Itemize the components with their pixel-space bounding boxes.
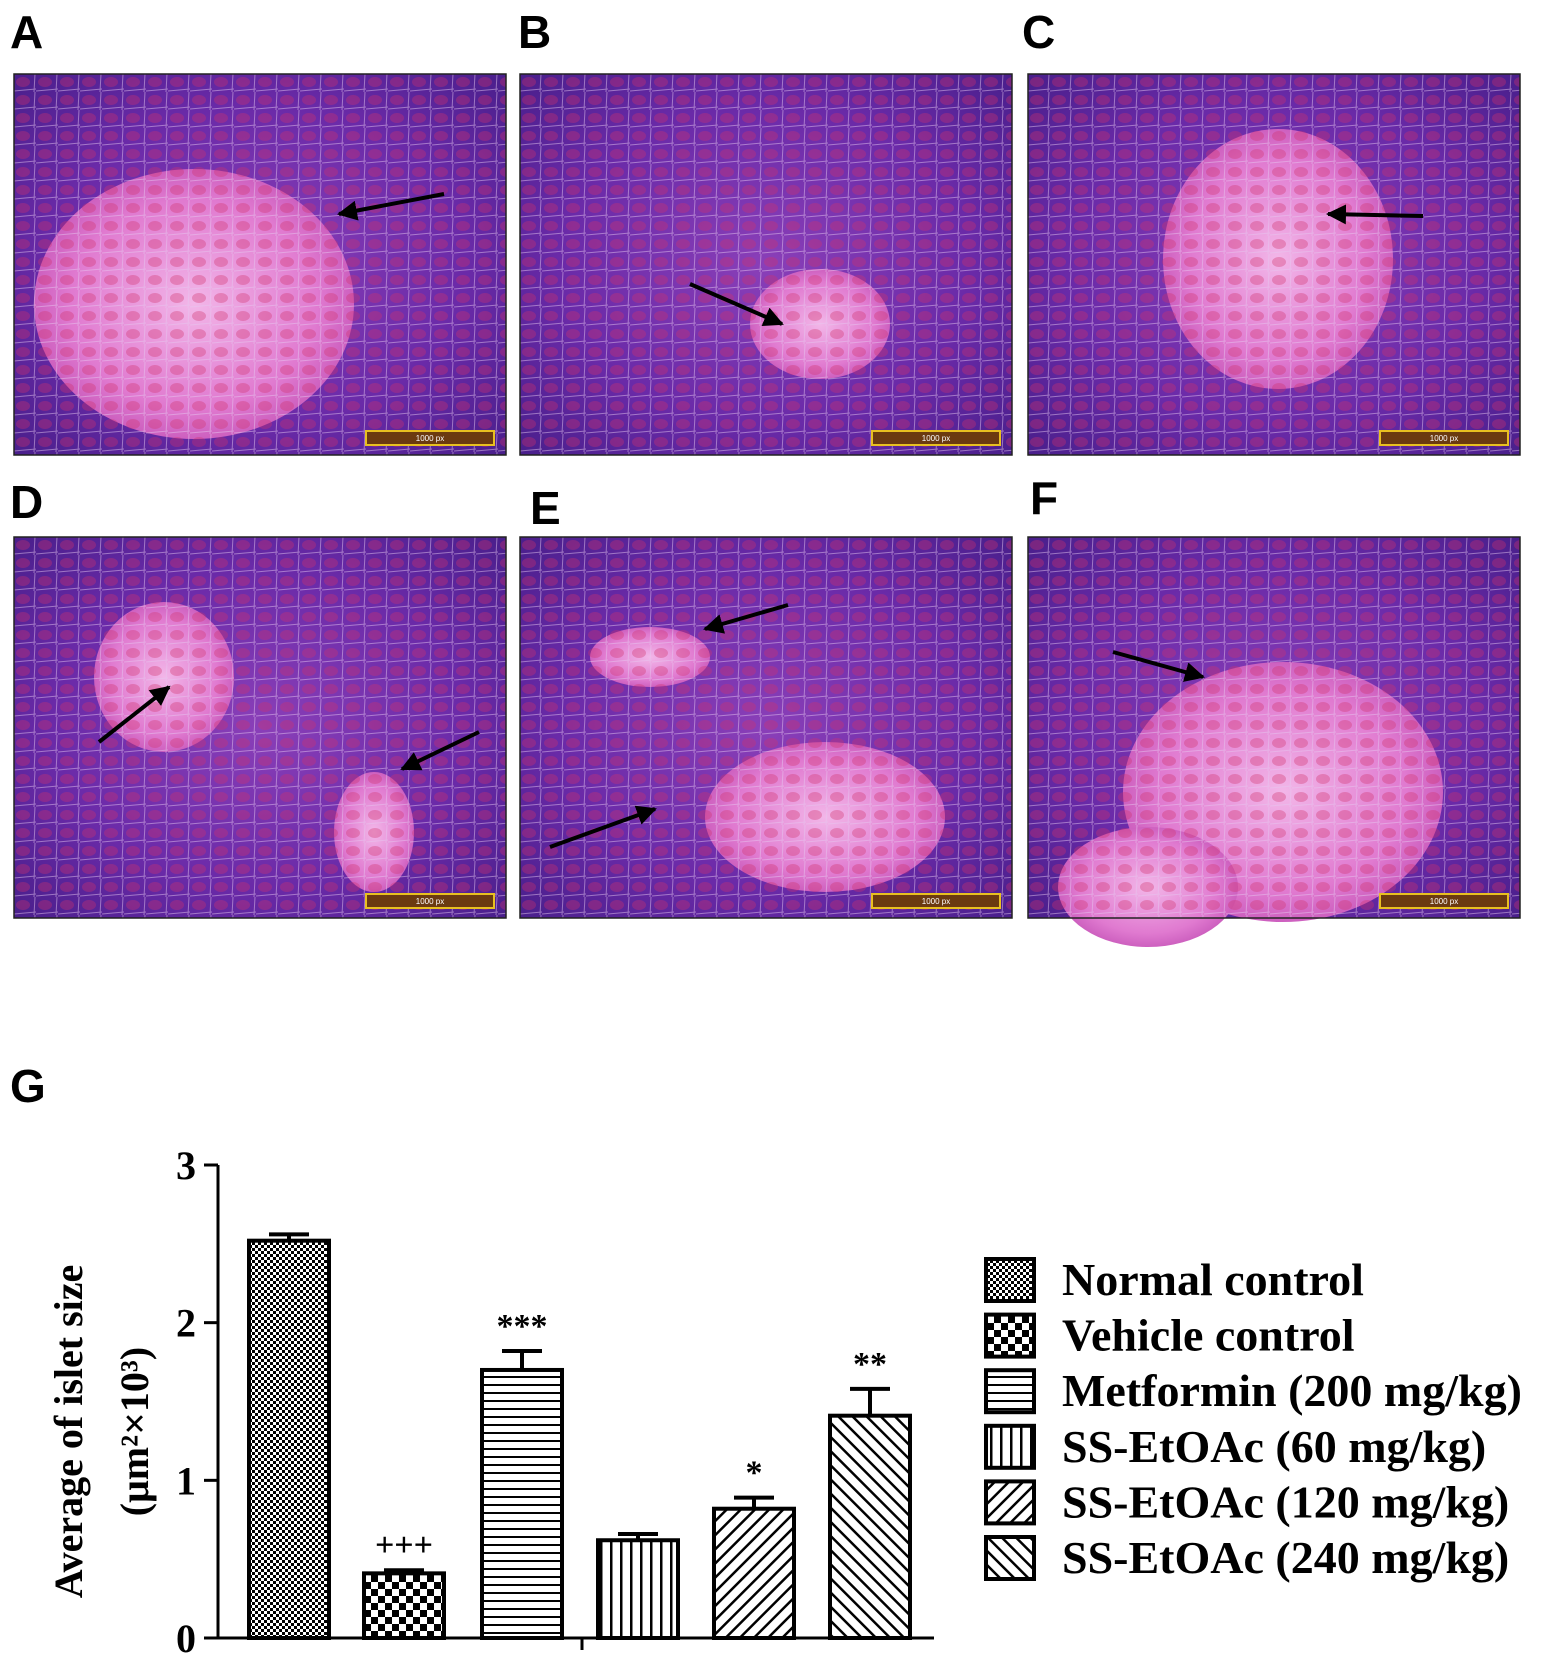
frame bbox=[519, 536, 1013, 919]
bar bbox=[596, 1538, 680, 1641]
y-axis-label: Average of islet size bbox=[46, 1265, 91, 1599]
cell-texture bbox=[1028, 74, 1520, 455]
significance-label: +++ bbox=[375, 1527, 433, 1564]
scale-bar bbox=[365, 893, 495, 909]
panel-label: E bbox=[530, 482, 561, 534]
bar bbox=[247, 1238, 331, 1641]
scale-bar bbox=[365, 430, 495, 446]
scale-bar bbox=[1379, 893, 1509, 909]
legend-swatch bbox=[984, 1535, 1036, 1581]
panel-label: B bbox=[518, 6, 551, 58]
scale-bar-label: 1000 px bbox=[416, 434, 444, 443]
significance-label: * bbox=[746, 1455, 763, 1492]
legend-swatch bbox=[984, 1312, 1036, 1359]
legend-swatch bbox=[984, 1479, 1036, 1526]
scale-bar-label: 1000 px bbox=[1430, 434, 1458, 443]
arrow bbox=[400, 730, 480, 771]
micrograph: 1000 px bbox=[519, 536, 1013, 919]
y-tick-label: 2 bbox=[176, 1301, 196, 1346]
frame bbox=[1027, 536, 1521, 919]
micrograph: 1000 px bbox=[13, 536, 507, 919]
bar bbox=[362, 1571, 446, 1641]
scale-bar bbox=[1379, 430, 1509, 446]
bar bbox=[828, 1413, 912, 1640]
arrow bbox=[1112, 650, 1205, 682]
bar bbox=[712, 1506, 796, 1641]
y-tick-label: 3 bbox=[176, 1143, 196, 1188]
scale-bar-label: 1000 px bbox=[416, 897, 444, 906]
cell-texture bbox=[520, 74, 1012, 455]
panel-label: G bbox=[10, 1060, 46, 1112]
micrograph: 1000 px bbox=[13, 73, 507, 456]
panel-label: F bbox=[1030, 472, 1058, 524]
frame bbox=[13, 73, 507, 456]
bar bbox=[480, 1367, 564, 1640]
scale-bar-label: 1000 px bbox=[1430, 897, 1458, 906]
frame bbox=[519, 73, 1013, 456]
cell-texture bbox=[14, 537, 506, 918]
legend-swatch bbox=[984, 1423, 1036, 1470]
legend-swatch bbox=[984, 1257, 1036, 1303]
arrow bbox=[549, 805, 657, 849]
scale-bar-label: 1000 px bbox=[922, 434, 950, 443]
significance-label: ** bbox=[853, 1346, 887, 1383]
panel-label: A bbox=[10, 6, 43, 58]
y-tick-label: 1 bbox=[176, 1458, 196, 1503]
arrow bbox=[1326, 204, 1424, 225]
arrow bbox=[703, 603, 789, 634]
micrograph: 1000 px bbox=[1027, 73, 1521, 456]
cell-texture bbox=[1028, 537, 1520, 918]
y-tick-label: 0 bbox=[176, 1616, 196, 1661]
legend-label: Normal control bbox=[1062, 1254, 1364, 1305]
legend-label: Vehicle control bbox=[1062, 1310, 1355, 1361]
legend-label: SS-EtOAc (60 mg/kg) bbox=[1062, 1421, 1486, 1472]
scale-bar-label: 1000 px bbox=[922, 897, 950, 906]
arrow bbox=[337, 192, 445, 221]
panel-label: D bbox=[10, 476, 43, 528]
significance-label: *** bbox=[497, 1308, 548, 1345]
scale-bar bbox=[871, 893, 1001, 909]
legend-swatch bbox=[984, 1368, 1036, 1415]
y-axis-units: (μm²×10³) bbox=[112, 1347, 157, 1516]
scale-bar bbox=[871, 430, 1001, 446]
legend-label: SS-EtOAc (120 mg/kg) bbox=[1062, 1476, 1509, 1527]
arrow bbox=[97, 685, 171, 744]
frame bbox=[13, 536, 507, 919]
cell-texture bbox=[14, 74, 506, 455]
micrograph: 1000 px bbox=[1027, 536, 1521, 947]
legend-label: SS-EtOAc (240 mg/kg) bbox=[1062, 1532, 1509, 1583]
arrow bbox=[689, 282, 784, 326]
panel-label: C bbox=[1022, 6, 1055, 58]
micrograph: 1000 px bbox=[519, 73, 1013, 456]
cell-texture bbox=[520, 537, 1012, 918]
legend-label: Metformin (200 mg/kg) bbox=[1062, 1365, 1522, 1416]
frame bbox=[1027, 73, 1521, 456]
